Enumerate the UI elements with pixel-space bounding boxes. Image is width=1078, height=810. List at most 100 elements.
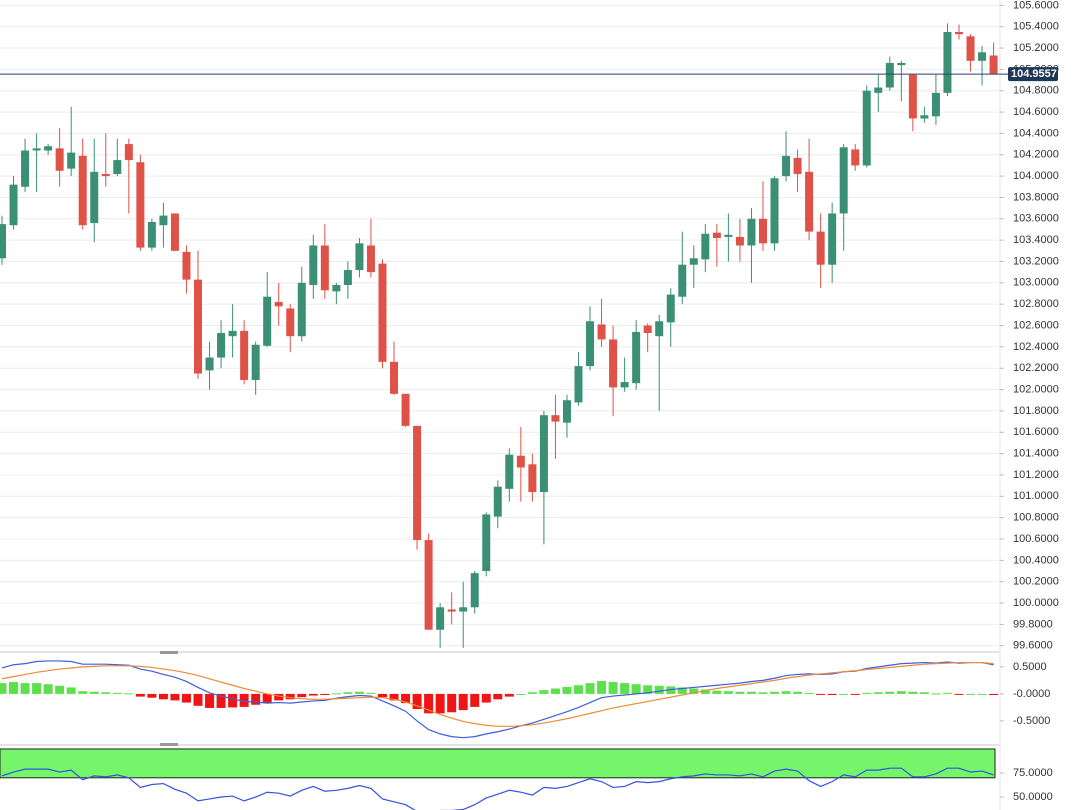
histogram-bar: [873, 692, 883, 694]
candle-body: [159, 215, 168, 226]
histogram-bar: [366, 692, 376, 694]
macd-panel: [0, 660, 999, 739]
candle-body: [505, 454, 514, 489]
candle-body: [32, 148, 41, 151]
candle-body: [205, 357, 214, 371]
histogram-bar: [308, 693, 318, 696]
histogram-bar: [158, 693, 168, 700]
candle-body: [136, 162, 145, 248]
y-tick-label: 75.0000: [1013, 767, 1053, 779]
histogram-bar: [527, 692, 537, 694]
y-tick-label: 100.4000: [1013, 554, 1059, 566]
candle-body: [735, 236, 744, 246]
histogram-bar: [631, 684, 641, 694]
histogram-bar: [89, 691, 99, 694]
candle-body: [424, 540, 433, 630]
candle-body: [897, 62, 906, 66]
candle-body: [493, 486, 502, 517]
histogram-bar: [401, 693, 411, 704]
histogram-bar: [435, 693, 445, 714]
candle-body: [286, 308, 295, 337]
histogram-bar: [285, 693, 295, 700]
histogram-bar: [712, 690, 722, 694]
histogram-bar: [608, 682, 618, 694]
candle-body: [390, 361, 399, 394]
y-tick-label: 102.8000: [1013, 298, 1059, 310]
candle-body: [931, 92, 940, 117]
histogram-bar: [193, 693, 203, 706]
y-tick-label: 100.0000: [1013, 597, 1059, 609]
candle-body: [966, 36, 975, 61]
histogram-bar: [124, 693, 134, 695]
y-tick-label: 104.2000: [1013, 149, 1059, 161]
candle-body: [332, 284, 341, 292]
y-tick-label: 0.5000: [1013, 661, 1047, 673]
rsi-band: [0, 748, 996, 779]
candle-body: [978, 52, 987, 61]
histogram-bar: [539, 690, 549, 694]
candle-body: [574, 366, 583, 403]
candle-body: [0, 224, 6, 259]
histogram-bar: [55, 685, 65, 694]
histogram-bar: [816, 693, 826, 695]
histogram-bar: [735, 691, 745, 694]
histogram-bar: [0, 683, 7, 694]
candle-body: [851, 149, 860, 166]
candle-body: [309, 245, 318, 285]
y-tick-label: -0.5000: [1013, 715, 1050, 727]
candle-body: [217, 333, 226, 358]
y-tick-label: 99.6000: [1013, 640, 1053, 652]
histogram-bar: [574, 685, 583, 694]
y-tick-label: 102.6000: [1013, 319, 1059, 331]
candle-body: [516, 455, 525, 468]
histogram-bar: [770, 691, 780, 694]
candle-body: [805, 171, 814, 232]
resize-handle[interactable]: [160, 743, 178, 746]
candle-body: [770, 178, 779, 244]
histogram-bar: [504, 693, 514, 697]
y-tick-label: 50.0000: [1013, 791, 1053, 803]
histogram-bar: [793, 691, 803, 694]
histogram-bar: [262, 693, 272, 704]
histogram-bar: [447, 693, 457, 713]
histogram-bar: [320, 693, 330, 695]
y-tick-label: 105.2000: [1013, 42, 1059, 54]
candle-body: [793, 157, 802, 174]
candle-body: [182, 251, 191, 280]
candle-body: [170, 213, 179, 251]
candle-body: [839, 147, 848, 214]
candle-body: [643, 325, 652, 334]
histogram-bar: [481, 693, 491, 703]
histogram-bar: [239, 693, 249, 707]
rsi-line: [1, 767, 994, 810]
macd-line: [1, 661, 994, 727]
candle-body: [816, 231, 825, 265]
candle-body: [712, 232, 721, 239]
histogram-bar: [181, 693, 191, 703]
price-axis: 99.6000 99.8000 100.0000 100.2000 100.4000 10…: [1000, 0, 1059, 803]
candle-body: [482, 514, 491, 572]
histogram-bar: [989, 693, 999, 695]
histogram-bar: [723, 691, 733, 694]
candle-body: [113, 160, 122, 174]
histogram-bar: [597, 680, 607, 694]
candle-body: [908, 74, 917, 119]
candle-body: [263, 296, 272, 346]
candle-body: [620, 382, 629, 388]
histogram-bar: [412, 693, 422, 710]
candle-body: [609, 339, 618, 388]
candle-body: [274, 302, 283, 307]
histogram-bar: [908, 691, 918, 694]
histogram-bar: [516, 693, 526, 695]
histogram-bar: [850, 693, 860, 695]
candle-body: [528, 464, 537, 493]
histogram-bar: [20, 683, 30, 694]
y-tick-label: 102.4000: [1013, 341, 1059, 353]
histogram-bar: [896, 691, 906, 694]
histogram-bar: [919, 692, 929, 694]
histogram-bar: [66, 687, 76, 694]
resize-handle[interactable]: [160, 651, 178, 654]
y-tick-label: 103.6000: [1013, 213, 1059, 225]
y-tick-label: 103.4000: [1013, 234, 1059, 246]
histogram-bar: [620, 683, 630, 694]
